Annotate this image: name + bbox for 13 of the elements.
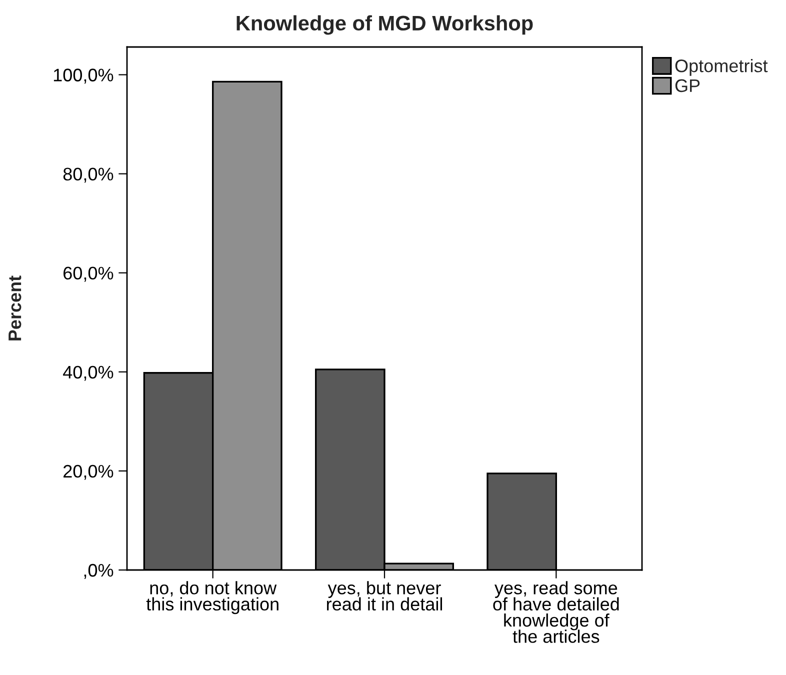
y-axis-title: Percent: [8, 276, 22, 340]
x-tick-label: no, do not know this investigation: [146, 581, 278, 614]
legend-label: Optometrist: [675, 59, 768, 76]
y-tick-label: 40,0%: [63, 366, 114, 381]
y-tick-label: 60,0%: [64, 266, 114, 282]
y-tick-label: 20,0%: [64, 464, 114, 480]
chart-title: Knowledge of MGD Workshop: [236, 15, 533, 35]
legend-label: GP: [675, 79, 700, 92]
y-tick-label: ,0%: [84, 564, 114, 579]
x-tick-label: yes, read some of have detailed knowledge of the articles: [493, 581, 619, 643]
x-tick-label: yes, but never read it in detail: [326, 581, 442, 611]
y-tick-label: 100,0%: [54, 68, 114, 84]
y-tick-label: 80,0%: [63, 168, 114, 183]
